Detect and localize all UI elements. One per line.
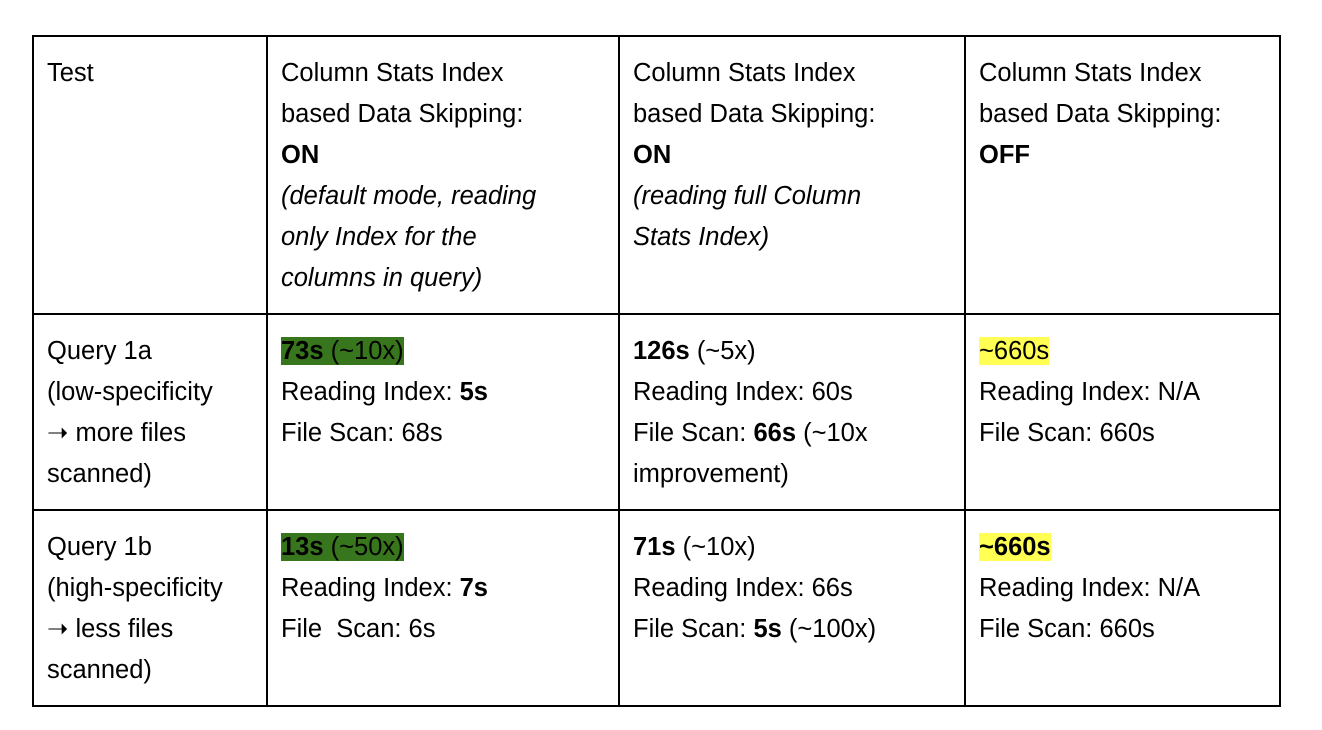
results-table: Test Column Stats Index based Data Skipp… xyxy=(32,35,1281,707)
row1-col3-scan: File Scan: 660s xyxy=(979,419,1155,447)
row2-col1-read-value: 7s xyxy=(459,574,488,602)
header-col1-note-a: (default mode, reading xyxy=(281,182,537,210)
row2-col2-total: 71s xyxy=(633,533,676,561)
row2-col2-scan-label: File Scan: xyxy=(633,615,754,643)
row1-col3-cell: ~660s Reading Index: N/A File Scan: 660s xyxy=(964,313,1281,511)
header-col2-note-b: Stats Index) xyxy=(633,223,770,251)
row2-col1-scan: File Scan: 6s xyxy=(281,615,436,643)
row1-test-c: ➝ more files xyxy=(47,419,186,447)
row2-col1-total: 13s xyxy=(281,533,324,561)
row1-test-b: (low-specificity xyxy=(47,378,213,406)
header-col1-cell: Column Stats Index based Data Skipping: … xyxy=(266,35,620,315)
row2-col1-total-highlight: 13s (~50x) xyxy=(281,533,404,561)
row1-col2-total: 126s xyxy=(633,337,690,365)
row1-col2-read: Reading Index: 60s xyxy=(633,378,853,406)
row2-col2-read: Reading Index: 66s xyxy=(633,574,853,602)
header-col3-state: OFF xyxy=(979,141,1030,169)
header-col3-title-a: Column Stats Index xyxy=(979,59,1202,87)
row2-test-d: scanned) xyxy=(47,656,152,684)
row1-col3-read: Reading Index: N/A xyxy=(979,378,1201,406)
row1-col2-scan-value: 66s xyxy=(753,419,797,447)
row2-col1-cell: 13s (~50x) Reading Index: 7s File Scan: … xyxy=(266,509,620,707)
row1-test-a: Query 1a xyxy=(47,337,152,365)
row1-col2-scan-label: File Scan: xyxy=(633,419,754,447)
row1-col2-speedup: (~5x) xyxy=(689,337,756,365)
row1-col1-scan: File Scan: 68s xyxy=(281,419,443,447)
row1-col1-total: 73s xyxy=(281,337,324,365)
row1-test-d: scanned) xyxy=(47,460,152,488)
row1-col2-scan-note-b: improvement) xyxy=(633,460,789,488)
header-row: Test Column Stats Index based Data Skipp… xyxy=(32,35,1281,315)
row2-col2-scan-value: 5s xyxy=(753,615,782,643)
row1-col1-read-label: Reading Index: xyxy=(281,378,460,406)
row1-col2-cell: 126s (~5x) Reading Index: 60s File Scan:… xyxy=(618,313,966,511)
row2-col3-cell: ~660s Reading Index: N/A File Scan: 660s xyxy=(964,509,1281,707)
header-col2-cell: Column Stats Index based Data Skipping: … xyxy=(618,35,966,315)
header-test-cell: Test xyxy=(32,35,268,315)
header-col2-note-a: (reading full Column xyxy=(633,182,862,210)
row1-test-cell: Query 1a (low-specificity ➝ more files s… xyxy=(32,313,268,511)
header-col1-title-b: based Data Skipping: xyxy=(281,100,524,128)
row2-col1-speedup: (~50x) xyxy=(323,533,404,561)
row2-test-c: ➝ less files xyxy=(47,615,174,643)
row1-col1-total-highlight: 73s (~10x) xyxy=(281,337,404,365)
header-col3-title-b: based Data Skipping: xyxy=(979,100,1222,128)
header-col1-state: ON xyxy=(281,141,320,169)
header-col1-title-a: Column Stats Index xyxy=(281,59,504,87)
row1-col1-cell: 73s (~10x) Reading Index: 5s File Scan: … xyxy=(266,313,620,511)
row2-col3-total: ~660s xyxy=(979,533,1051,561)
table-row: Query 1b (high-specificity ➝ less files … xyxy=(32,509,1281,707)
row2-col3-read: Reading Index: N/A xyxy=(979,574,1201,602)
row1-col1-speedup: (~10x) xyxy=(323,337,404,365)
row1-col3-total: ~660s xyxy=(979,337,1050,365)
row2-col3-scan: File Scan: 660s xyxy=(979,615,1155,643)
row1-col2-scan-note-a: (~10x xyxy=(796,419,868,447)
header-test-label: Test xyxy=(47,59,94,87)
row2-col2-speedup: (~10x) xyxy=(675,533,756,561)
header-col2-state: ON xyxy=(633,141,672,169)
row2-test-b: (high-specificity xyxy=(47,574,223,602)
row2-col2-scan-note: (~100x) xyxy=(781,615,877,643)
row2-test-a: Query 1b xyxy=(47,533,152,561)
table-row: Query 1a (low-specificity ➝ more files s… xyxy=(32,313,1281,511)
header-col1-note-c: columns in query) xyxy=(281,264,483,292)
header-col2-title-b: based Data Skipping: xyxy=(633,100,876,128)
header-col1-note-b: only Index for the xyxy=(281,223,477,251)
row2-col1-read-label: Reading Index: xyxy=(281,574,460,602)
row2-col2-cell: 71s (~10x) Reading Index: 66s File Scan:… xyxy=(618,509,966,707)
row1-col1-read-value: 5s xyxy=(459,378,488,406)
row2-test-cell: Query 1b (high-specificity ➝ less files … xyxy=(32,509,268,707)
header-col2-title-a: Column Stats Index xyxy=(633,59,856,87)
header-col3-cell: Column Stats Index based Data Skipping: … xyxy=(964,35,1281,315)
